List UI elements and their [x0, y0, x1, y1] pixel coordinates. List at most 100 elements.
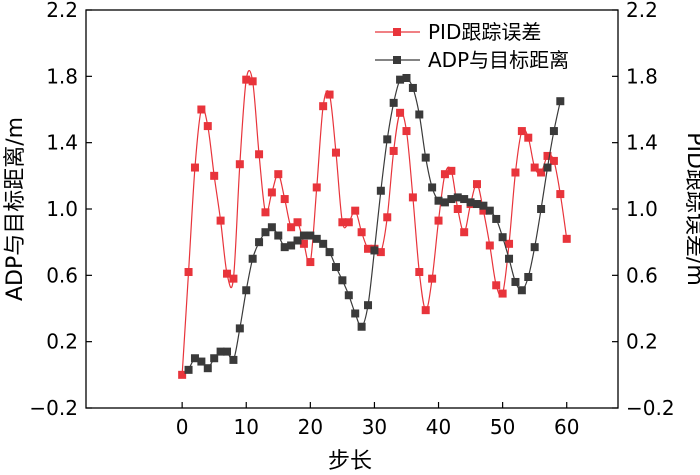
- data-point: [530, 243, 539, 252]
- data-point: [274, 231, 283, 240]
- y-right-axis-title: PID跟踪误差/m: [682, 132, 700, 286]
- data-point: [415, 110, 424, 119]
- data-point: [505, 254, 514, 263]
- data-point: [203, 364, 212, 373]
- data-point: [248, 77, 257, 86]
- data-point: [267, 223, 276, 232]
- y-right-tick-label: 1.0: [626, 197, 658, 221]
- data-point: [242, 286, 251, 295]
- series-line: [188, 76, 561, 371]
- data-point: [203, 122, 212, 131]
- data-point: [428, 274, 437, 283]
- data-point: [460, 228, 469, 237]
- data-point: [562, 234, 571, 243]
- data-point: [530, 163, 539, 172]
- legend-label-pid: PID跟踪误差: [428, 20, 541, 44]
- data-point: [312, 234, 321, 243]
- data-point: [242, 75, 251, 84]
- x-tick-label: 0: [176, 415, 189, 439]
- data-point: [235, 324, 244, 333]
- data-point: [319, 102, 328, 111]
- data-point: [505, 239, 514, 248]
- data-point: [485, 241, 494, 250]
- x-tick-label: 20: [298, 415, 323, 439]
- data-point: [402, 127, 411, 136]
- data-point: [190, 163, 199, 172]
- data-point: [216, 216, 225, 225]
- data-point: [293, 236, 302, 245]
- data-point: [543, 151, 552, 160]
- data-point: [415, 268, 424, 277]
- data-point: [287, 241, 296, 250]
- data-point: [351, 309, 360, 318]
- y-left-tick-label: 1.4: [46, 131, 78, 155]
- data-point: [434, 196, 443, 205]
- y-left-tick-label: 1.8: [46, 64, 78, 88]
- data-point: [299, 239, 308, 248]
- data-point: [299, 231, 308, 240]
- data-point: [210, 354, 219, 363]
- data-point: [338, 218, 347, 227]
- data-point: [421, 153, 430, 162]
- data-point: [325, 248, 334, 257]
- data-point: [255, 238, 264, 247]
- y-left-tick-label: 1.0: [46, 197, 78, 221]
- data-point: [338, 276, 347, 285]
- y-right-tick-label: −0.2: [626, 396, 675, 420]
- data-point: [479, 206, 488, 215]
- data-point: [524, 133, 533, 142]
- data-point: [364, 244, 373, 253]
- x-tick-label: 60: [554, 415, 579, 439]
- y-left-tick-label: 2.2: [46, 0, 78, 22]
- data-point: [383, 135, 392, 144]
- data-point: [357, 322, 366, 331]
- data-point: [517, 127, 526, 136]
- axis-ticks: 0 10 20 30 40 50 60 −0.2 −0.2 0.2 0.2 0.6 0.6 1.0 1.0 1…: [29, 0, 674, 439]
- data-point: [210, 171, 219, 180]
- data-point: [261, 208, 270, 217]
- data-point: [479, 201, 488, 210]
- y-left-tick-label: 0.6: [46, 263, 78, 287]
- data-point: [370, 246, 379, 255]
- data-point: [306, 258, 315, 267]
- data-point: [556, 97, 565, 106]
- y-right-tick-label: 2.2: [626, 0, 658, 22]
- data-point: [319, 239, 328, 248]
- data-point: [351, 206, 360, 215]
- data-point: [312, 183, 321, 192]
- legend-marker-pid: [393, 28, 401, 36]
- data-point: [383, 213, 392, 222]
- data-point: [280, 195, 289, 204]
- x-tick-label: 50: [490, 415, 515, 439]
- data-point: [549, 156, 558, 165]
- data-point: [261, 228, 270, 237]
- data-point: [223, 269, 232, 278]
- data-point: [396, 75, 405, 84]
- data-point: [472, 200, 481, 209]
- legend-label-adp: ADP与目标距离: [428, 48, 569, 72]
- data-point: [434, 216, 443, 225]
- data-point: [492, 214, 501, 223]
- data-point: [492, 281, 501, 290]
- data-point: [184, 268, 193, 277]
- data-point: [184, 365, 193, 374]
- y-left-tick-label: 0.2: [46, 330, 78, 354]
- y-left-tick-label: −0.2: [29, 396, 78, 420]
- data-point: [511, 277, 520, 286]
- data-point: [524, 272, 533, 281]
- data-point: [447, 166, 456, 175]
- data-point: [428, 183, 437, 192]
- data-point: [466, 198, 475, 207]
- data-point: [344, 218, 353, 227]
- data-point: [190, 354, 199, 363]
- data-point: [235, 160, 244, 169]
- data-point: [402, 73, 411, 82]
- data-point: [229, 274, 238, 283]
- data-point: [453, 205, 462, 213]
- data-point: [306, 231, 315, 240]
- x-tick-label: 10: [234, 415, 259, 439]
- data-point: [331, 263, 340, 272]
- data-point: [447, 195, 456, 204]
- data-point: [556, 190, 565, 199]
- data-point: [498, 289, 507, 298]
